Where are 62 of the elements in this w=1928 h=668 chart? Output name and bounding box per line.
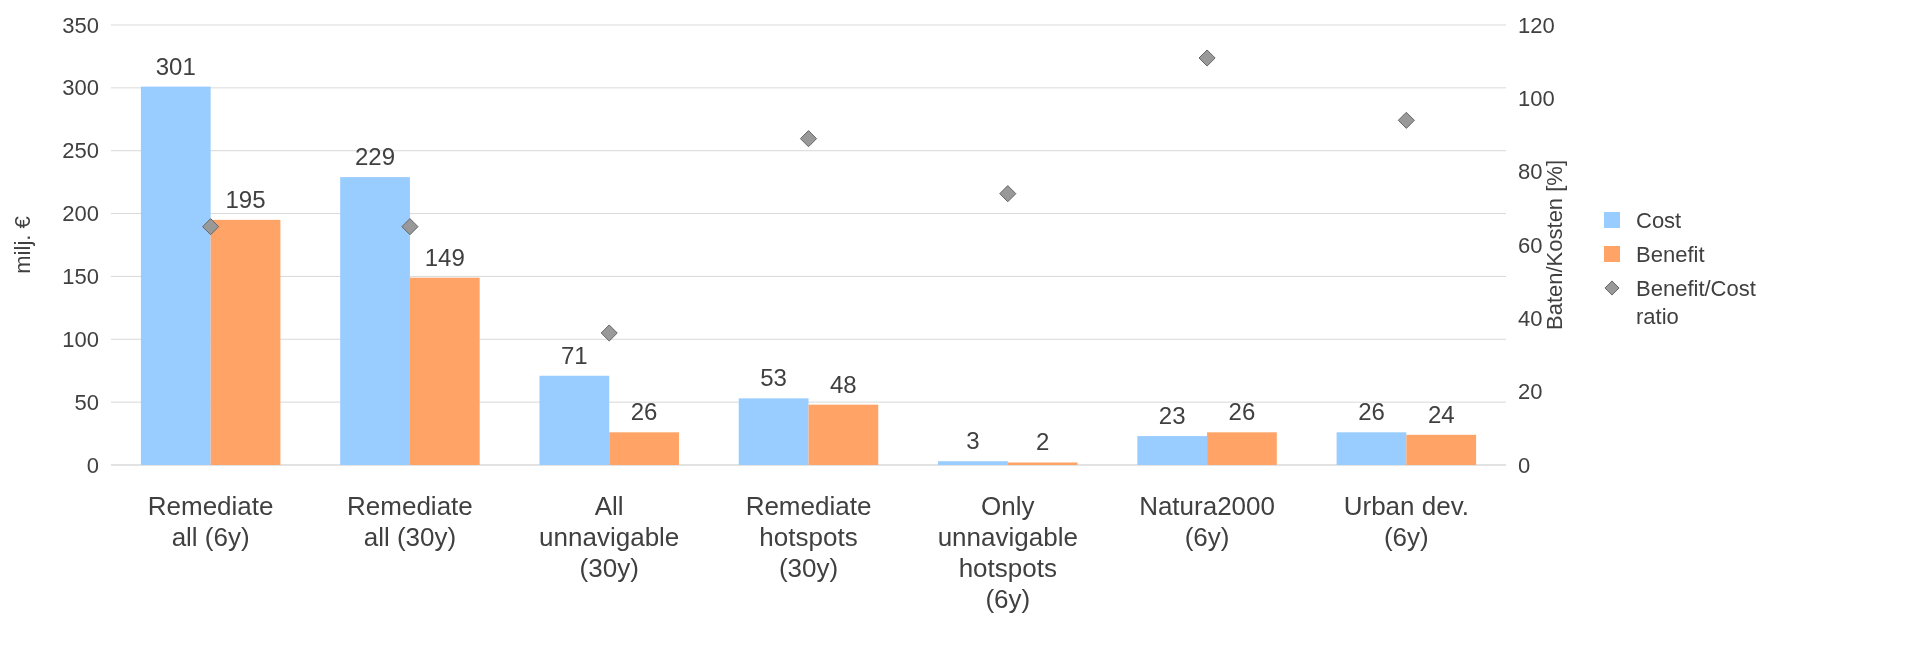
legend-label: Benefit/Cost ratio <box>1636 276 1756 329</box>
bar <box>609 432 679 465</box>
point <box>600 324 618 342</box>
legend-label: Benefit <box>1636 242 1705 267</box>
x-tick-label: Only unnavigable hotspots (6y) <box>937 491 1078 614</box>
data-label: 26 <box>1228 398 1256 426</box>
bar <box>1336 432 1407 465</box>
legend-label: Cost <box>1636 208 1682 233</box>
y-tick-label: 250 <box>62 138 99 164</box>
bar <box>1207 432 1277 465</box>
point <box>202 218 220 236</box>
y-tick-label: 200 <box>62 201 99 227</box>
y-tick-label: 0 <box>86 452 99 478</box>
data-label: 53 <box>760 364 787 392</box>
bar <box>938 461 1008 465</box>
bar <box>1137 436 1208 465</box>
y2-tick-label: 20 <box>1518 379 1543 405</box>
y-tick-label: 100 <box>62 326 99 352</box>
bar <box>1406 434 1477 465</box>
y-tick-label: 150 <box>62 263 99 289</box>
y-tick-label: 50 <box>74 389 99 415</box>
data-label: 195 <box>225 185 266 213</box>
bar <box>1007 462 1078 465</box>
data-label: 26 <box>630 398 658 426</box>
data-label: 71 <box>560 341 588 369</box>
data-label: 26 <box>1358 398 1385 426</box>
data-label: 48 <box>830 370 857 398</box>
data-label: 23 <box>1158 402 1186 430</box>
bar <box>409 277 480 465</box>
y-axis-title: milj. € <box>10 216 35 274</box>
y2-axis-title: Baten/Kosten [%] <box>1542 160 1567 330</box>
point <box>799 130 818 148</box>
y2-tick-label: 120 <box>1518 12 1555 38</box>
bar <box>340 177 410 465</box>
data-label: 149 <box>424 243 465 271</box>
bar <box>738 398 809 465</box>
x-tick-label: Remediate all (30y) <box>347 491 473 552</box>
y2-tick-label: 60 <box>1518 232 1543 258</box>
point <box>1397 111 1415 129</box>
y-tick-label: 300 <box>62 75 99 101</box>
bar <box>210 219 281 465</box>
bar <box>140 86 211 465</box>
y-tick-label: 350 <box>62 12 99 38</box>
y2-tick-label: 100 <box>1518 85 1555 111</box>
data-label: 2 <box>1035 428 1050 456</box>
data-label: 3 <box>966 427 980 455</box>
data-label: 229 <box>355 143 396 171</box>
x-tick-label: Remediate all (6y) <box>147 491 274 552</box>
data-label: 301 <box>155 52 196 80</box>
bar <box>808 404 879 465</box>
y2-tick-label: 0 <box>1518 452 1531 478</box>
point <box>1198 49 1216 67</box>
data-label: 24 <box>1427 400 1455 428</box>
point <box>999 185 1017 203</box>
x-tick-label: All unnavigable (30y) <box>539 491 680 583</box>
x-tick-label: Urban dev. (6y) <box>1343 491 1469 552</box>
bar <box>539 375 610 465</box>
y2-tick-label: 40 <box>1518 305 1543 331</box>
point <box>401 218 419 236</box>
y2-tick-label: 80 <box>1518 159 1543 185</box>
x-tick-label: Remediate hotspots (30y) <box>745 491 872 583</box>
x-tick-label: Natura2000 (6y) <box>1139 491 1276 552</box>
